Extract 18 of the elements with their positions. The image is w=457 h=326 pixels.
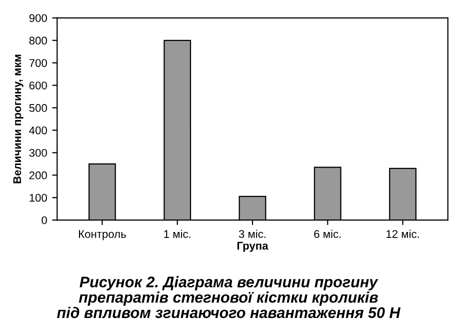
y-tick-label: 200 xyxy=(29,171,47,180)
y-tick-label: 900 xyxy=(29,14,47,22)
y-tick-label: 400 xyxy=(29,126,47,134)
x-axis-title: Група xyxy=(237,242,268,252)
y-axis-title: Величини прогину, мкм xyxy=(13,54,24,184)
y-tick-label: 100 xyxy=(30,194,47,202)
x-tick-label: 6 міс. xyxy=(314,230,341,238)
y-tick-label: 300 xyxy=(29,148,47,157)
x-tick-label: 12 міс. xyxy=(386,230,419,238)
y-tick-label: 800 xyxy=(29,36,47,45)
y-tick-label: 500 xyxy=(29,104,47,112)
y-tick-label: 700 xyxy=(29,59,47,67)
text: Рисунок 2. Діаграма величини прогину препаратів стегнової кістки кроликів під впливом згинаючого навантаження 50 Н xyxy=(57,276,401,318)
x-tick-label: 1 міс. xyxy=(164,230,190,238)
x-tick-label: 3 міс. xyxy=(238,230,266,238)
x-tick-label: Контроль xyxy=(78,230,126,240)
y-tick-label: 600 xyxy=(29,82,47,90)
y-tick-label: 0 xyxy=(42,216,47,224)
